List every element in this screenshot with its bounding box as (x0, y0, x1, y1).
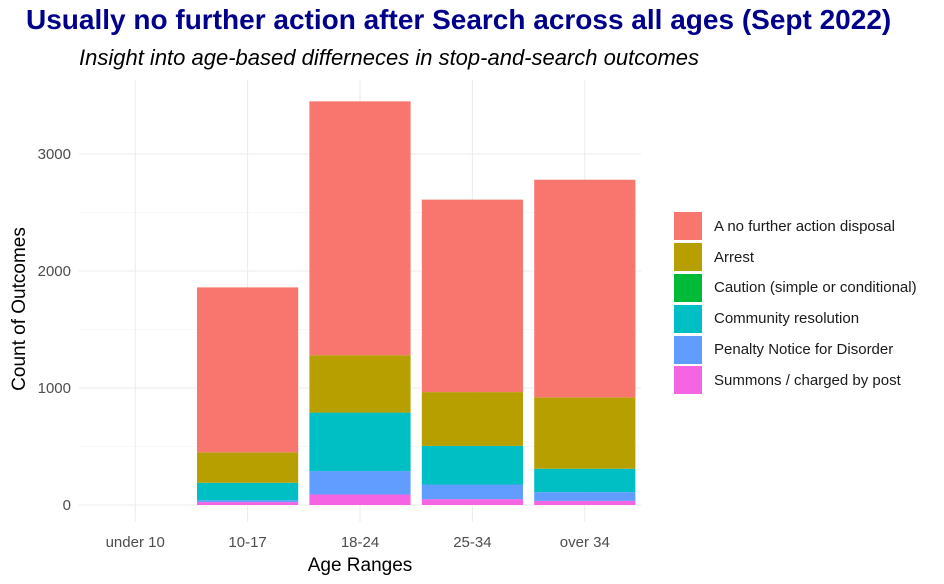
bar-segment (197, 287, 299, 453)
x-tick-label: 10-17 (228, 534, 266, 551)
bar-segment (421, 445, 523, 485)
bar-segment (309, 412, 411, 472)
x-tick-label: over 34 (560, 534, 610, 551)
bar-segment (421, 499, 523, 505)
chart-title: Usually no further action after Search a… (26, 4, 892, 35)
x-axis-title: Age Ranges (308, 555, 413, 576)
legend-swatch (674, 273, 702, 302)
bar-segment (197, 502, 299, 505)
bar-segment (421, 392, 523, 446)
bar-segment (197, 500, 299, 503)
bar-segment (309, 355, 411, 413)
legend-item: Penalty Notice for Disorder (674, 334, 917, 365)
bar-segment (421, 199, 523, 393)
x-tick-label: under 10 (106, 534, 165, 551)
bar-segment (534, 500, 636, 505)
legend-item: Caution (simple or conditional) (674, 273, 917, 304)
y-tick-label: 2000 (38, 263, 71, 280)
legend-swatch (674, 212, 702, 241)
legend-item: Community resolution (674, 303, 917, 334)
bar-segment (197, 452, 299, 483)
legend-label: Caution (simple or conditional) (714, 279, 917, 297)
legend-swatch (674, 304, 702, 333)
legend-swatch (674, 335, 702, 364)
legend-swatch (674, 243, 702, 272)
legend: A no further action disposal Arrest Cautio… (674, 211, 917, 396)
legend-label: Arrest (714, 248, 755, 266)
bar-segment (309, 494, 411, 505)
chart-subtitle: Insight into age-based differneces in st… (79, 45, 700, 70)
bar-segment (534, 179, 636, 398)
bar-segment (534, 492, 636, 501)
y-tick-label: 0 (63, 497, 71, 514)
bar-segment (534, 468, 636, 493)
y-axis-title: Count of Outcomes (9, 227, 30, 391)
bar-segment (197, 482, 299, 501)
legend-item: Summons / charged by post (674, 365, 917, 396)
legend-label: Penalty Notice for Disorder (714, 341, 894, 359)
x-tick-label: 18-24 (341, 534, 379, 551)
bar-segment (309, 101, 411, 356)
legend-label: Summons / charged by post (714, 371, 901, 389)
legend-label: A no further action disposal (714, 217, 895, 235)
x-tick-label: 25-34 (453, 534, 491, 551)
legend-item: Arrest (674, 242, 917, 273)
legend-item: A no further action disposal (674, 211, 917, 242)
bar-segment (309, 471, 411, 495)
y-tick-label: 3000 (38, 146, 71, 163)
y-tick-label: 1000 (38, 380, 71, 397)
legend-swatch (674, 366, 702, 395)
bar-segment (421, 484, 523, 500)
bar-segment (534, 397, 636, 469)
legend-label: Community resolution (714, 310, 860, 328)
